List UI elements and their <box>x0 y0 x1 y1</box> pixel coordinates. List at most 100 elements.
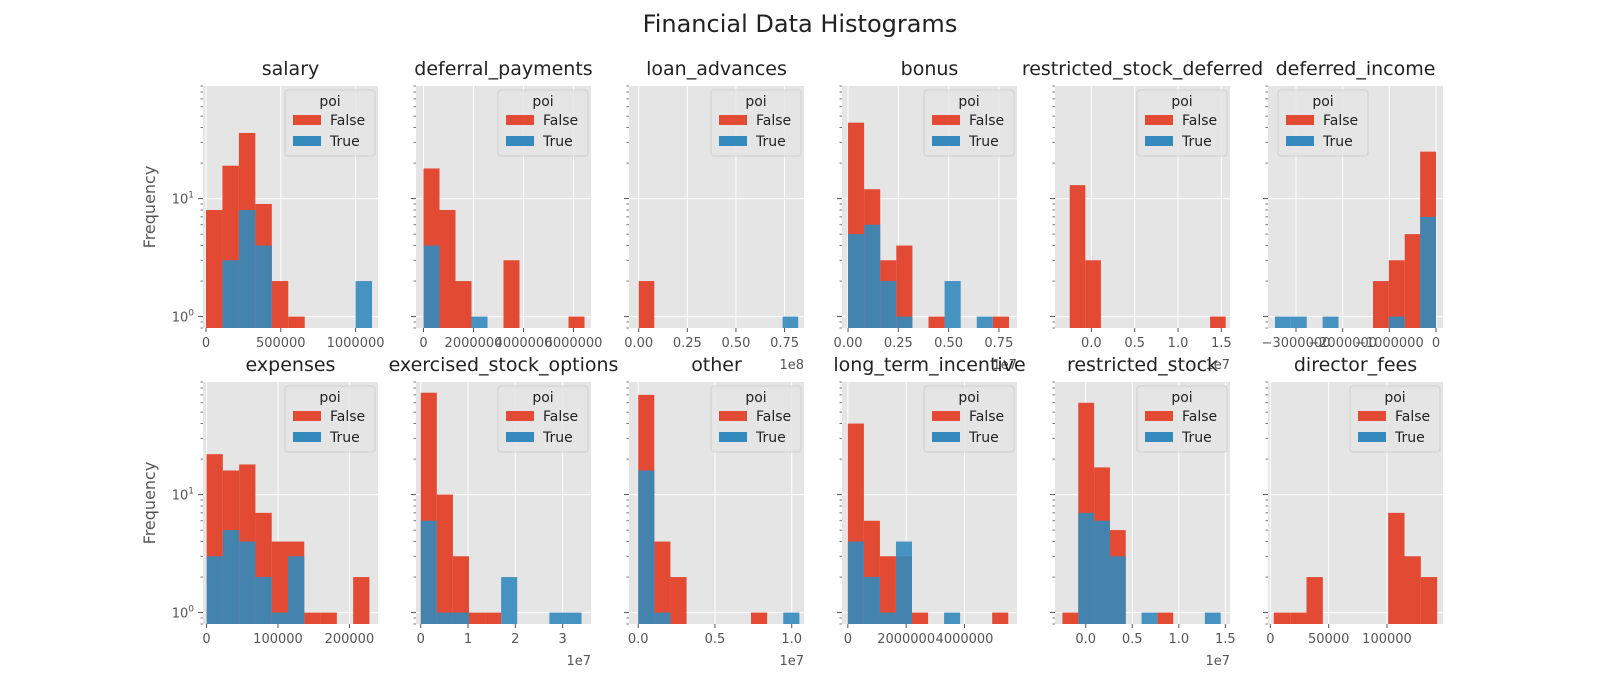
x-tick-label: 0 <box>419 336 427 351</box>
legend-label: False <box>1323 113 1358 129</box>
histogram-bar-false <box>1404 234 1421 328</box>
legend-title: poi <box>958 94 979 110</box>
legend-label: True <box>968 134 999 150</box>
legend-swatch-false <box>1145 115 1173 125</box>
histogram-bar-false <box>455 281 472 328</box>
panel-title: other <box>691 354 742 376</box>
x-tick-label: 0.25 <box>673 336 702 351</box>
legend: poi False True <box>284 385 376 453</box>
y-tick-label: 100 <box>172 605 195 622</box>
legend-label: False <box>1182 409 1217 425</box>
x-tick-label: 0 <box>1432 336 1440 351</box>
panel-title: restricted_stock_deferred <box>1022 58 1263 80</box>
legend-swatch-true <box>932 432 960 442</box>
histogram-bar-true <box>436 612 453 624</box>
histogram-bar-true <box>271 612 288 624</box>
histogram-bar-true <box>355 281 373 328</box>
legend: poi False True <box>497 89 589 157</box>
legend-label: False <box>330 113 365 129</box>
x-tick-label: 1.5 <box>1215 632 1236 647</box>
legend-label: True <box>329 430 360 446</box>
histogram-bar-false <box>288 316 305 328</box>
legend-title: poi <box>1171 94 1192 110</box>
legend-label: False <box>969 113 1004 129</box>
histogram-bar-false <box>353 577 370 624</box>
histogram-bar-true <box>501 577 518 624</box>
legend-label: True <box>329 134 360 150</box>
legend-label: False <box>1395 409 1430 425</box>
panel-title: salary <box>262 58 320 80</box>
histogram-bar-false <box>751 612 768 624</box>
x-tick-label: 0.0 <box>1075 632 1096 647</box>
x-tick-label: 6000000 <box>545 336 603 351</box>
legend-swatch-false <box>293 115 321 125</box>
x-tick-label: 3 <box>558 632 566 647</box>
x-tick-label: 2000000 <box>877 632 935 647</box>
panel-title: bonus <box>901 58 959 80</box>
axis-offset-label: 1e7 <box>566 654 591 669</box>
histogram-bar-false <box>304 612 321 624</box>
histogram-deferred-income: deferred_income −3000000−2000000−1000000 0… <box>1262 58 1443 351</box>
histogram-bar-false <box>1404 556 1421 624</box>
legend-title: poi <box>1384 390 1405 406</box>
legend-label: False <box>969 409 1004 425</box>
x-tick-label: 0.50 <box>934 336 963 351</box>
legend-swatch-false <box>1145 411 1173 421</box>
histogram-restricted-stock: restricted_stock 0.0 0.5 1.0 1.5 1e7 poi False T… <box>1050 354 1236 669</box>
histogram-bar-true <box>944 281 961 328</box>
x-tick-label: 0.25 <box>884 336 913 351</box>
legend-label: False <box>1182 113 1217 129</box>
legend: poi False True <box>497 385 589 453</box>
legend: poi False True <box>1136 385 1228 453</box>
x-tick-label: 2 <box>511 632 519 647</box>
axis-offset-label: 1e7 <box>1205 654 1230 669</box>
histogram-bar-true <box>895 541 912 624</box>
x-tick-label: 0 <box>202 632 210 647</box>
x-tick-label: 0 <box>844 632 852 647</box>
histogram-bar-false <box>1373 281 1389 328</box>
histogram-bar-true <box>1388 316 1405 328</box>
plot-content <box>203 382 378 624</box>
legend-swatch-true <box>506 432 534 442</box>
legend-label: False <box>330 409 365 425</box>
legend-swatch-true <box>932 136 960 146</box>
histogram-bar-false <box>1420 577 1438 624</box>
x-tick-label: 0 <box>417 632 425 647</box>
histogram-bar-true <box>1078 512 1095 624</box>
x-tick-label: 0.0 <box>1081 336 1102 351</box>
legend-swatch-false <box>506 411 534 421</box>
panel-title: exercised_stock_options <box>389 354 619 376</box>
panel-title: restricted_stock <box>1067 354 1218 376</box>
plot-content <box>1268 382 1443 624</box>
x-tick-label: 1.0 <box>1168 632 1189 647</box>
histogram-other: other 0.0 0.5 1.0 1e7 poi False True <box>624 354 804 669</box>
x-tick-label: 0.00 <box>624 336 653 351</box>
x-tick-label: 4000000 <box>936 632 994 647</box>
histogram-bar-false <box>485 612 502 624</box>
legend-title: poi <box>1171 390 1192 406</box>
x-tick-label: −3000000 <box>1262 336 1331 351</box>
x-tick-label: 1.5 <box>1211 336 1232 351</box>
x-tick-label: 4000000 <box>495 336 553 351</box>
histogram-bar-false <box>1062 612 1079 624</box>
legend-swatch-true <box>719 136 747 146</box>
x-tick-label: 500000 <box>256 336 306 351</box>
x-tick-label: 200000 <box>325 632 375 647</box>
legend-label: False <box>543 409 578 425</box>
histogram-bar-true <box>1290 316 1307 328</box>
histogram-bar-true <box>471 316 488 328</box>
histogram-bar-true <box>1275 316 1291 328</box>
histogram-bar-true <box>863 577 880 624</box>
legend-swatch-true <box>1145 136 1173 146</box>
plot-content <box>842 382 1017 624</box>
histogram-bar-true <box>452 612 469 624</box>
y-axis-label: Frequency <box>140 166 159 249</box>
histogram-bar-false <box>1388 512 1405 624</box>
y-axis-label: Frequency <box>140 462 159 545</box>
x-tick-label: 100000 <box>253 632 303 647</box>
histogram-bar-false <box>205 210 223 328</box>
x-tick-label: 0.00 <box>834 336 863 351</box>
legend-title: poi <box>1312 94 1333 110</box>
legend-swatch-false <box>293 411 321 421</box>
y-tick-label: 100 <box>172 309 195 326</box>
